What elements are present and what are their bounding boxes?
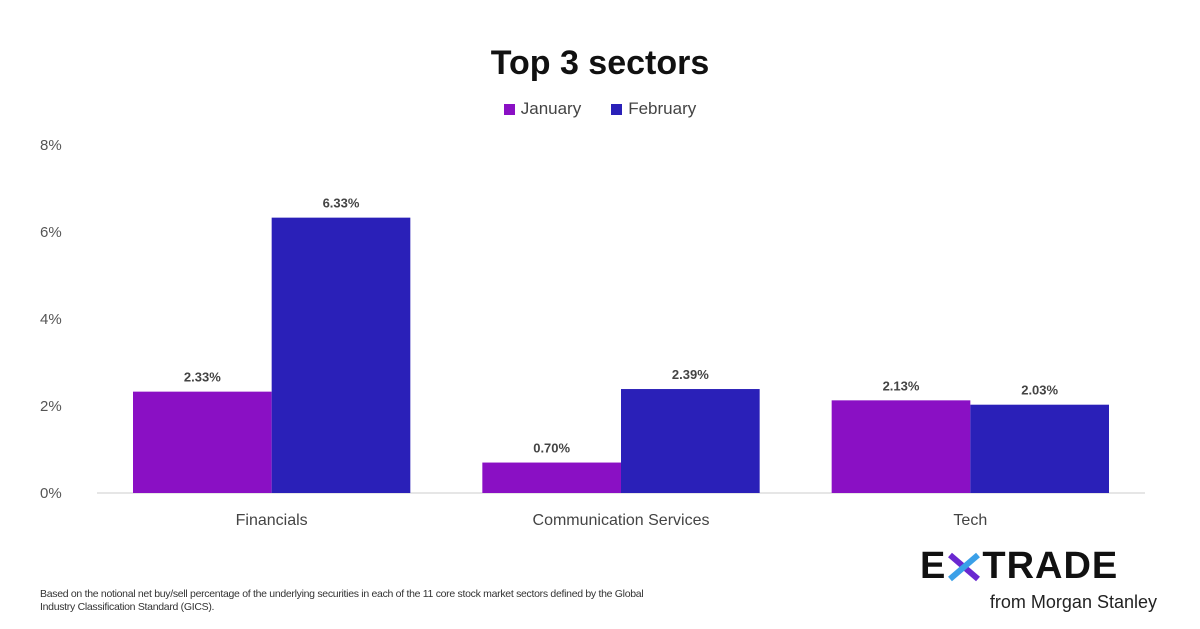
legend-item-january: January	[503, 99, 582, 119]
bar-january	[482, 462, 621, 493]
data-label: 2.03%	[1021, 383, 1058, 398]
x-tick-label: Financials	[236, 512, 308, 529]
logo-text: E	[920, 545, 947, 587]
y-tick-label: 2%	[40, 398, 62, 415]
legend-swatch	[503, 103, 515, 115]
legend-item-february: February	[611, 99, 696, 119]
data-label: 2.39%	[672, 367, 709, 382]
data-label: 2.33%	[184, 370, 221, 385]
y-tick-label: 4%	[40, 311, 62, 328]
data-label: 6.33%	[323, 196, 360, 211]
x-tick-label: Communication Services	[533, 512, 710, 529]
bar-january	[133, 391, 272, 493]
bar-february	[970, 404, 1109, 493]
bar-january	[831, 400, 971, 493]
etrade-logo: E TRADE from Morgan Stanley	[920, 545, 1165, 613]
x-tick-label: Tech	[953, 512, 987, 529]
bar-february	[621, 389, 760, 493]
legend-swatch	[611, 103, 623, 115]
chart-title: Top 3 sectors	[490, 44, 710, 82]
star-icon	[948, 552, 981, 581]
legend-label: February	[628, 99, 697, 118]
logo-subtitle: from Morgan Stanley	[989, 592, 1157, 612]
footnote: Based on the notional net buy/sell perce…	[40, 588, 644, 613]
bar-february	[271, 217, 411, 493]
legend: January February	[0, 99, 1200, 119]
logo-text: TRADE	[982, 545, 1119, 587]
data-label: 2.13%	[883, 378, 920, 393]
y-tick-label: 0%	[40, 485, 62, 502]
legend-label: January	[520, 99, 582, 118]
data-label: 0.70%	[533, 441, 570, 456]
y-tick-label: 6%	[40, 224, 62, 241]
y-tick-label: 8%	[40, 137, 62, 154]
